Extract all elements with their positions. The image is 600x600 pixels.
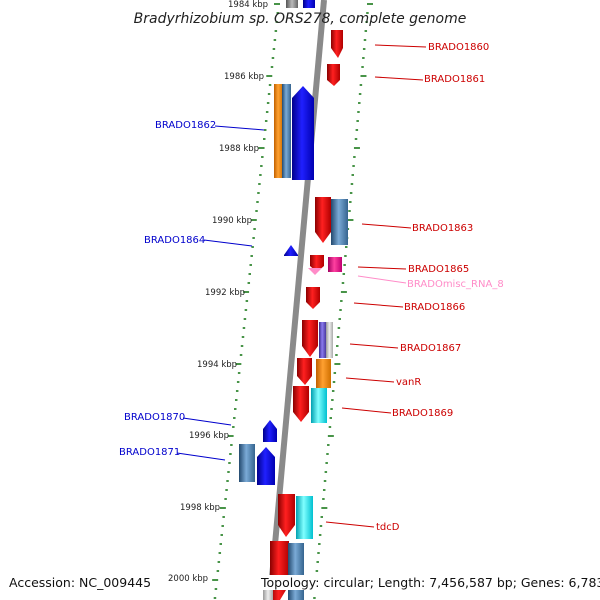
kbp-label: 1990 kbp [212,216,252,226]
kbp-label: 1984 kbp [228,0,268,10]
accession-text: Accession: NC_009445 [9,575,152,590]
leader-brado1861 [374,76,424,81]
label-leader-lines [176,44,427,528]
gene-label-brado1860: BRADO1860 [428,42,489,53]
gene-brado1862-arrow [292,86,314,180]
gene-steel-bottom [288,543,304,600]
gene-label-vanr: vanR [396,377,421,388]
gene-brado1863-arrow [315,197,331,243]
gene-vanr-red-arrow [297,358,312,385]
kbp-label: 1998 kbp [180,503,220,513]
leader-tdcd [325,521,375,528]
topology-text: Topology: circular; Length: 7,456,587 bp… [261,575,600,590]
kbp-label: 1992 kbp [205,288,245,298]
gene-labels-left: BRADO1862 BRADO1864 BRADO1870 BRADO1871 [119,120,216,458]
kbp-scale-labels: 1984 kbp 1986 kbp 1988 kbp 1990 kbp 1992… [168,0,268,584]
gene-vanr-orange [316,359,331,388]
leader-brado1871 [176,452,226,461]
leader-brado1863 [361,223,412,229]
gene-label-brado1866: BRADO1866 [404,302,465,313]
gene-brado1865-arrow [310,255,324,272]
leader-brado1870 [182,417,232,426]
kbp-label: 1994 kbp [197,360,237,370]
gene-label-brado1867: BRADO1867 [400,343,461,354]
kbp-label: 1996 kbp [189,431,229,441]
gene-brado1867-slate [319,322,326,358]
gene-label-brado1870: BRADO1870 [124,412,185,423]
kbp-label: 1986 kbp [224,72,264,82]
gene-tdcd-arrow [278,494,295,537]
gene-brado1871-arrow [257,447,275,485]
gene-brado1870-arrow [263,420,277,442]
gene-label-misc-rna: BRADOmisc_RNA_8 [407,279,504,290]
gene-misc-rna-marker [308,268,322,275]
gene-brado1865-magenta [328,257,342,272]
gene-label-brado1861: BRADO1861 [424,74,485,85]
leader-brado1864 [203,239,253,247]
gene-brado1867-arrow [302,320,318,357]
tick-rails [212,3,373,599]
gene-brado1860-arrow [331,30,343,58]
gene-label-brado1865: BRADO1865 [408,264,469,275]
gene-label-brado1871: BRADO1871 [119,447,180,458]
leader-brado1869 [341,407,392,414]
gene-blue-top [303,0,315,8]
gene-brado1864-arrow [284,245,298,256]
leader-brado1862 [214,125,265,131]
gene-brado1862-steel [282,84,291,178]
gene-features [239,0,348,600]
gene-label-tdcd: tdcD [376,522,400,533]
gene-brado1861-arrow [327,64,340,86]
gene-lightgray-bottom [263,585,273,600]
kbp-label: 1988 kbp [219,144,259,154]
gene-brado1867-gray [326,322,333,358]
gene-brado1866-arrow [306,287,320,309]
leader-brado1860 [374,44,427,48]
gene-brado1862-orange [274,84,283,178]
gene-tdcd-cyan [296,496,313,539]
gene-label-brado1869: BRADO1869 [392,408,453,419]
gene-label-brado1863: BRADO1863 [412,223,473,234]
gene-brado1869-arrow [293,386,309,422]
gene-brado1871-steel [239,444,255,482]
gene-gray-top [286,0,298,8]
gene-label-brado1862: BRADO1862 [155,120,216,131]
gene-brado1863-steel [331,199,348,245]
kbp-label: 2000 kbp [168,574,208,584]
gene-label-brado1864: BRADO1864 [144,235,205,246]
gene-labels-right: BRADO1860 BRADO1861 BRADO1863 BRADO1865 … [376,42,504,533]
genome-title: Bradyrhizobium sp. ORS278, complete geno… [134,11,467,27]
gene-brado1869-cyan [311,388,327,423]
leader-brado1866 [353,302,404,308]
leader-misc-rna [357,275,407,284]
leader-brado1867 [349,343,399,349]
leader-brado1865 [357,266,407,270]
leader-vanr [345,377,395,383]
